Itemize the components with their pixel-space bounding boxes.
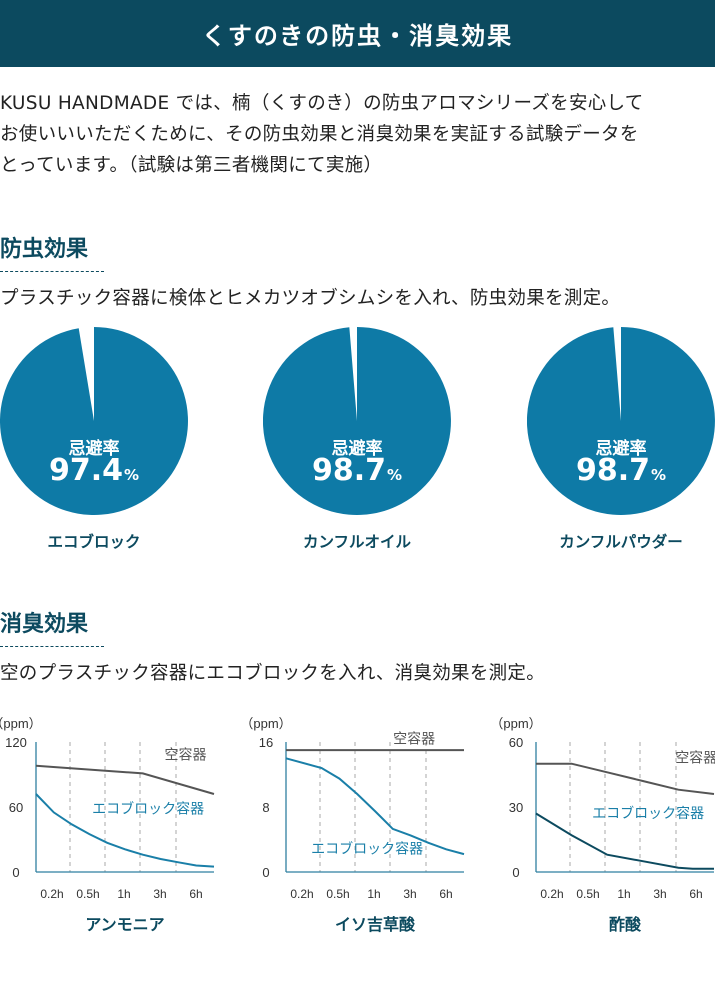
odor-section-desc: 空のプラスチック容器にエコブロックを入れ、消臭効果を測定。 [0, 663, 546, 684]
y-tick-label: 16 [259, 735, 273, 750]
x-tick-label: 1h [367, 887, 380, 901]
pie-name-ecoblock: エコブロック [47, 533, 141, 551]
line-chart-isovaleric-acid: （ppm） 0 8 16 0.2h 0.5h 1h 3h 6h 空容器エコブロック容器 [240, 710, 465, 905]
x-tick-label: 0.5h [576, 887, 599, 901]
series-label-ecoblock: エコブロック容器 [592, 805, 704, 821]
y-tick-label: 120 [5, 735, 27, 750]
pie-svg [0, 327, 188, 515]
series-label-ecoblock: エコブロック容器 [311, 840, 423, 856]
pie-value: 98.7% [575, 453, 667, 488]
y-tick-label: 0 [512, 865, 519, 880]
series-label-empty: 空容器 [393, 731, 435, 747]
series-line-ecoblock [285, 757, 465, 856]
y-tick-label: 0 [262, 865, 269, 880]
series-line-ecoblock [535, 812, 714, 870]
odor-section-title: 消臭効果 [0, 612, 89, 637]
x-tick-label: 6h [439, 887, 452, 901]
x-tick-label: 1h [117, 887, 130, 901]
pie-slice-repellency [263, 327, 451, 515]
x-tick-label: 0.2h [540, 887, 563, 901]
x-tick-label: 6h [189, 887, 202, 901]
intro-text: KUSU HANDMADE では、楠（くすのき）の防虫アロマシリーズを安心して … [0, 88, 715, 181]
y-tick-label: 30 [509, 800, 523, 815]
pie-slice-repellency [527, 327, 715, 515]
series-line-empty [35, 764, 215, 795]
x-tick-label: 0.5h [326, 887, 349, 901]
series-label-empty: 空容器 [165, 746, 207, 762]
header-title: くすのきの防虫・消臭効果 [201, 22, 514, 50]
x-tick-label: 0.2h [290, 887, 313, 901]
x-tick-label: 3h [153, 887, 166, 901]
pie-chart-camphor-oil: 忌避率 98.7% [263, 327, 451, 515]
series-label-ecoblock: エコブロック容器 [92, 801, 204, 817]
chart-title-ammonia: アンモニア [85, 915, 165, 934]
odor-section-divider [0, 646, 104, 647]
x-tick-label: 6h [689, 887, 702, 901]
pie-caption: 忌避率 [68, 439, 120, 459]
intro-line: お使いいいただくために、その防虫効果と消臭効果を実証する試験データを [0, 124, 639, 145]
intro-line: KUSU HANDMADE では、楠（くすのき）の防虫アロマシリーズを安心して [0, 93, 644, 114]
pie-name-camphor-powder: カンフルパウダー [559, 533, 683, 551]
series-line-empty [536, 762, 715, 795]
insect-section-desc: プラスチック容器に検体とヒメカツオブシムシを入れ、防虫効果を測定。 [0, 288, 621, 309]
x-tick-label: 0.5h [76, 887, 99, 901]
x-tick-label: 3h [403, 887, 416, 901]
pie-value: 98.7% [311, 453, 403, 488]
x-tick-label: 0.2h [40, 887, 63, 901]
chart-title-acetic-acid: 酢酸 [608, 915, 641, 934]
pie-chart-camphor-powder: 忌避率 98.7% [527, 327, 715, 515]
series-line-ecoblock [35, 793, 215, 868]
pie-value: 97.4% [48, 453, 140, 488]
pie-caption: 忌避率 [595, 439, 647, 459]
line-chart-acetic-acid: （ppm） 0 30 60 0.2h 0.5h 1h 3h 6h 空容器エコブロック容器 [490, 710, 715, 905]
y-tick-label: 60 [509, 735, 523, 750]
x-tick-label: 3h [653, 887, 666, 901]
pie-slice-repellency [0, 327, 188, 515]
insect-section-divider [0, 271, 104, 272]
y-tick-label: 0 [12, 865, 19, 880]
series-label-empty: 空容器 [675, 750, 715, 766]
y-axis-label: （ppm） [240, 716, 291, 731]
y-axis-label: （ppm） [0, 716, 42, 731]
pie-chart-ecoblock: 忌避率 97.4% [0, 327, 188, 515]
intro-line: とっています。（試験は第三者機関にて実施） [0, 155, 383, 176]
chart-title-isovaleric-acid: イソ吉草酸 [334, 915, 415, 934]
pie-svg [263, 327, 451, 515]
page-header: くすのきの防虫・消臭効果 [0, 0, 715, 67]
pie-name-camphor-oil: カンフルオイル [302, 533, 412, 551]
x-tick-label: 1h [617, 887, 630, 901]
y-tick-label: 60 [9, 800, 23, 815]
pie-caption: 忌避率 [331, 439, 383, 459]
y-axis-label: （ppm） [490, 716, 541, 731]
pie-svg [527, 327, 715, 515]
y-tick-label: 8 [262, 800, 269, 815]
insect-section-title: 防虫効果 [0, 237, 89, 262]
